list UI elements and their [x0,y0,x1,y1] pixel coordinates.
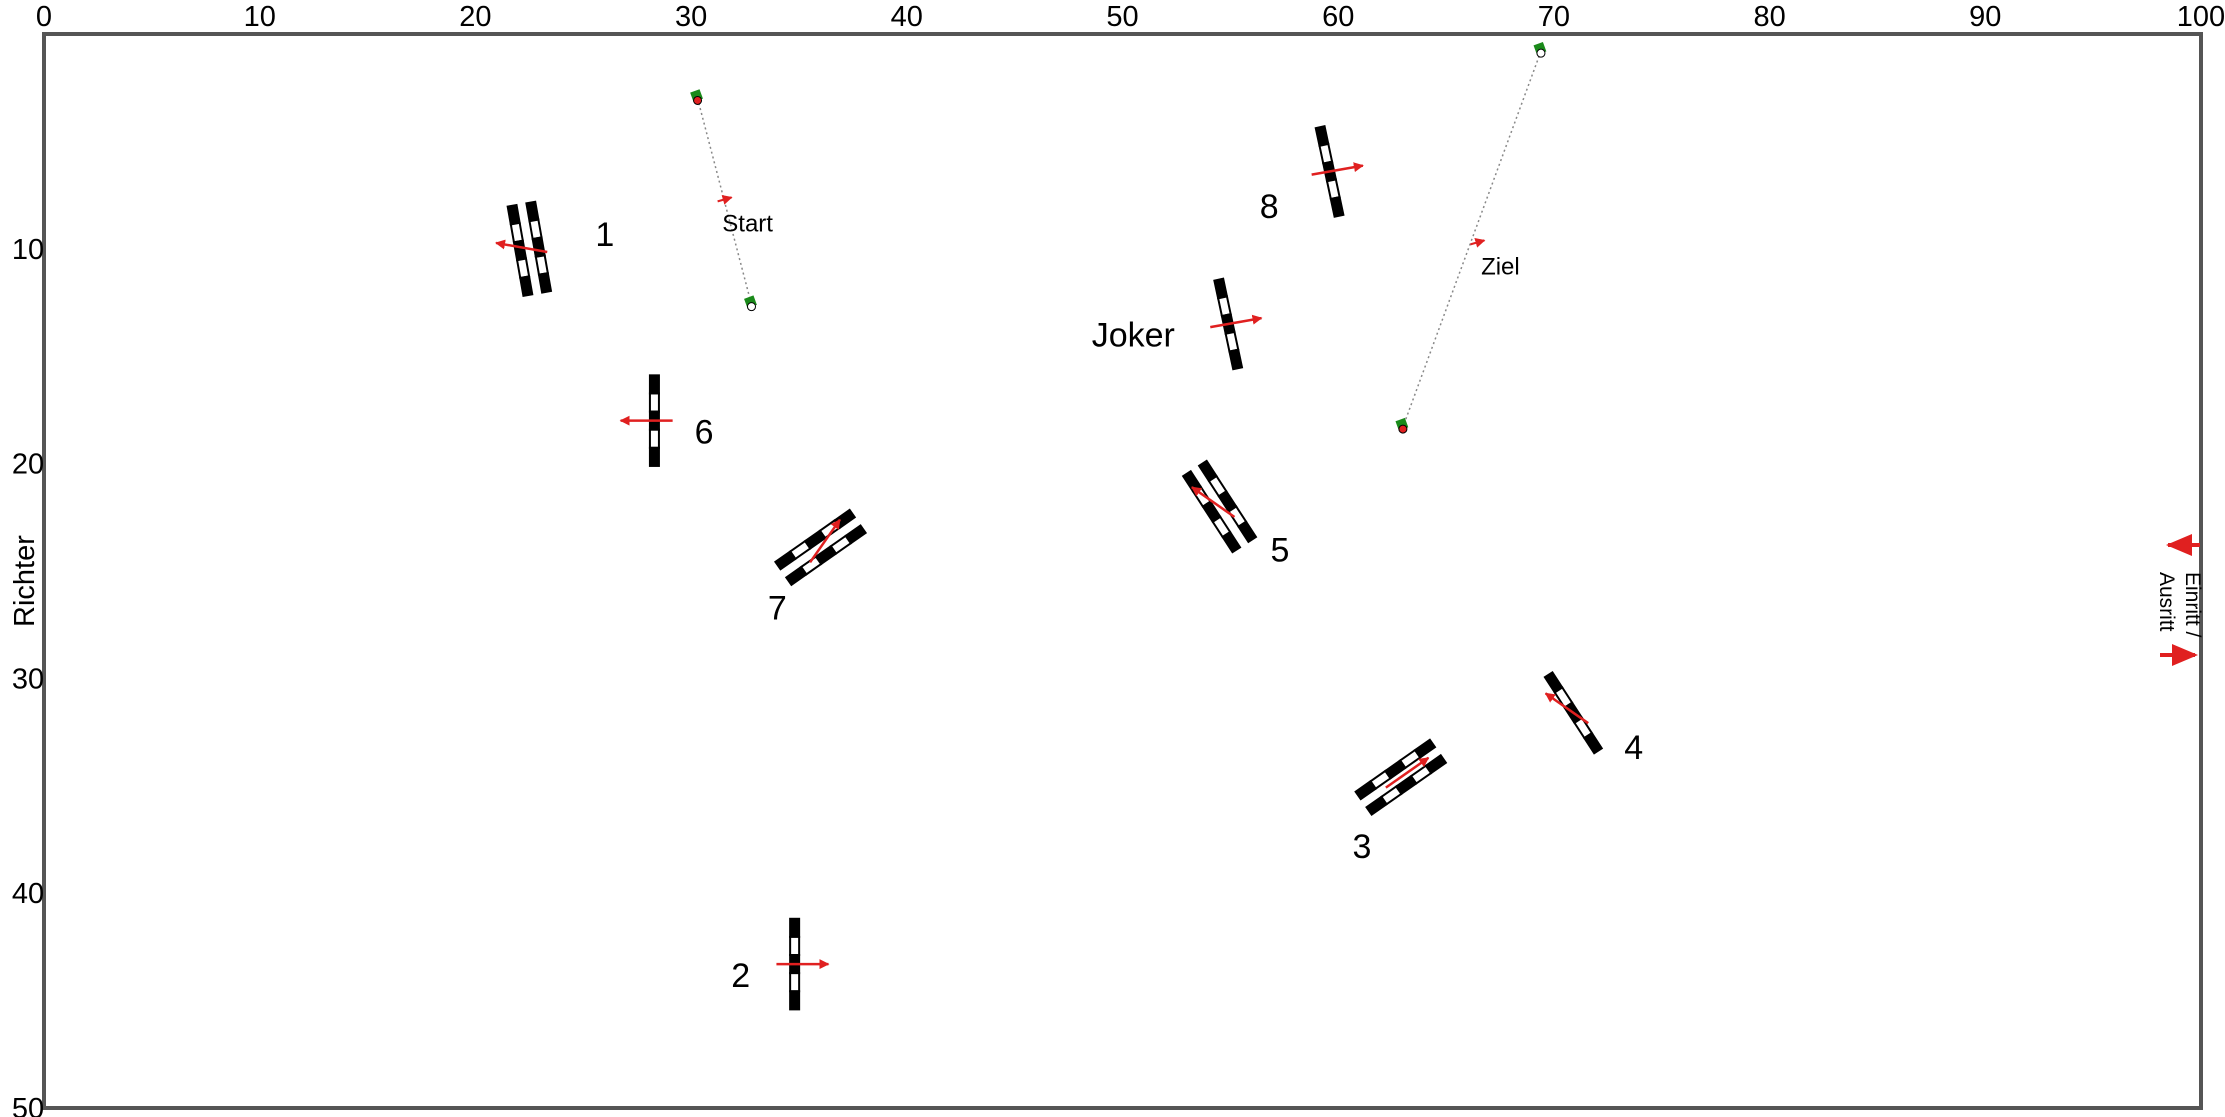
x-tick-label: 0 [36,1,52,33]
obstacle-label: 2 [731,957,750,995]
x-tick-label: 10 [244,1,276,33]
x-tick-label: 100 [2177,1,2225,33]
x-tick-label: 20 [459,1,491,33]
pole-segment [648,428,660,449]
x-tick-label: 90 [1969,1,2001,33]
exit-arrowhead-icon [2172,644,2198,666]
obstacle-direction-arrow-icon [1191,486,1236,519]
finish-label: Ziel [1481,253,1520,280]
obstacle-label: 3 [1352,828,1371,866]
pole-segment [1237,520,1258,544]
pole-segment [1329,195,1345,218]
pole-segment [789,990,801,1011]
obstacle-direction-arrow-icon [1385,756,1430,789]
obstacle-direction-arrow-icon [1544,692,1589,725]
pole-segment [1582,731,1604,755]
pole-segment [525,200,540,223]
pole-segment [1228,348,1244,371]
finish-cone-icon [1536,48,1546,58]
pole-segment [789,935,801,957]
pole-segment [512,239,528,262]
x-tick-label: 80 [1753,1,1785,33]
obstacle-label: 1 [595,216,614,254]
y-tick-label: 10 [12,234,44,266]
x-tick-label: 60 [1322,1,1354,33]
obstacle-label: 5 [1271,532,1290,570]
pole-segment [648,392,660,413]
pole-segment [1224,330,1240,353]
pole-segment [534,254,549,276]
left-scale: 10 20 30 40 50 [12,234,44,1117]
obstacle-direction-arrow-icon [1311,162,1364,176]
pole-segment [648,446,660,467]
finish-line [1402,50,1542,428]
y-tick-label: 40 [12,878,44,910]
start-cone-icon [693,95,703,105]
obstacle-direction-arrow-icon [1210,314,1263,329]
entry-label-line1: Einritt / [2181,572,2204,638]
obstacle-joker [1213,277,1244,371]
pole-segment [528,218,543,241]
start-line [696,98,753,305]
y-tick-label: 30 [12,663,44,695]
x-tick-label: 70 [1538,1,1570,33]
start-cone-icon [746,302,756,312]
pole-segment [519,275,534,297]
obstacle-label: 7 [768,590,787,628]
pole-segment [1365,795,1388,817]
entry-exit: Einritt / Ausritt [2155,534,2204,666]
judge-label: Richter [9,535,41,627]
pole-segment [1325,178,1341,201]
obstacle-5 [1181,459,1258,554]
obstacle-label: 4 [1624,729,1643,767]
pole-segment [1318,142,1334,165]
start-direction-arrow-icon [717,195,733,205]
x-tick-label: 50 [1106,1,1138,33]
pole-segment [531,236,546,259]
pole-segment [1216,295,1232,318]
pole-segment [537,271,553,294]
start-label: Start [722,210,773,237]
pole-segment [506,203,521,226]
course-lines: Start Ziel [690,41,1547,434]
pole-segment [1221,530,1242,554]
pole-segment [648,374,660,395]
pole-segment [509,221,524,244]
entry-label-line2: Ausritt [2155,572,2178,632]
finish-cone-icon [1398,424,1408,434]
obstacle-direction-arrow-icon [495,239,548,254]
pole-segment [789,917,801,938]
obstacle-label: 6 [695,413,714,451]
obstacle-direction-arrow-icon [809,518,841,563]
pole-segment [784,565,808,587]
entry-arrowhead-icon [2166,534,2192,556]
pole-segment [515,257,531,280]
pole-segment [773,550,797,571]
pole-segment [1314,125,1330,148]
finish-direction-arrow-icon [1470,238,1486,248]
x-tick-label: 30 [675,1,707,33]
x-tick-label: 40 [891,1,923,33]
pole-segment [1213,277,1229,300]
obstacle-label: 8 [1260,188,1279,226]
obstacle-3 [1354,738,1448,817]
arena-border [42,32,2203,1110]
pole-segment [789,972,801,993]
obstacle-8 [1314,125,1345,218]
obstacles: 1 2 3 4 5 6 7 8 Joker [495,125,1643,1011]
pole-segment [1354,779,1378,801]
obstacle-label: Joker [1092,317,1175,355]
y-tick-label: 50 [12,1093,44,1117]
y-tick-label: 20 [12,449,44,481]
top-scale: 0 10 20 30 40 50 60 70 80 90 100 [36,1,2225,33]
